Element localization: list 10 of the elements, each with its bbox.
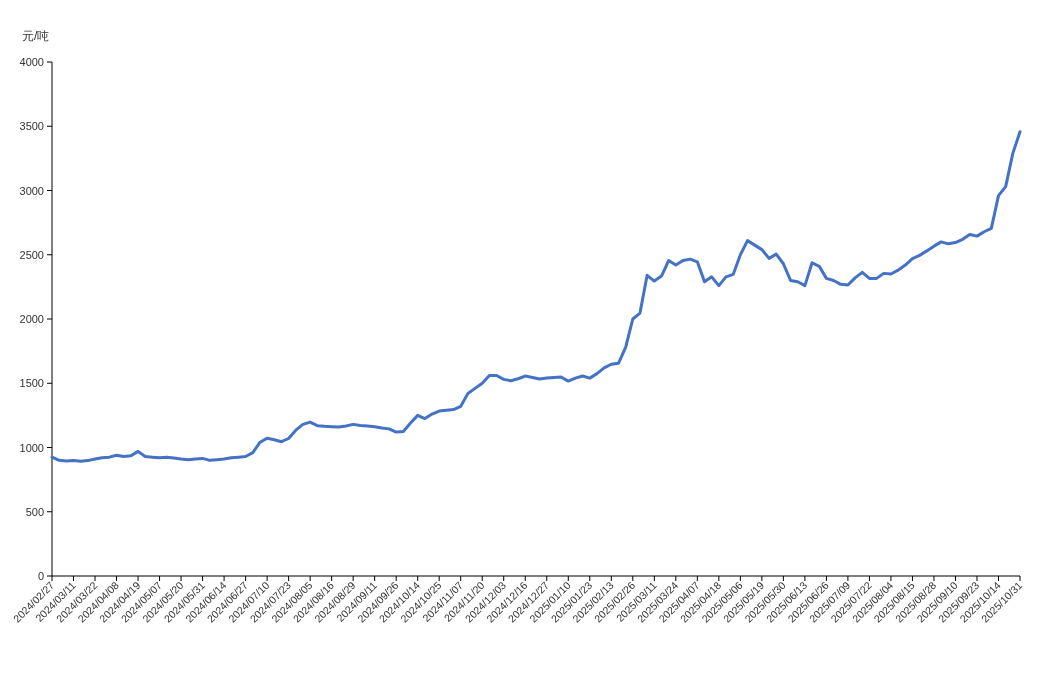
y-tick-label: 1500 [19,377,44,390]
y-tick-label: 3000 [19,184,44,197]
y-tick-label: 2500 [19,248,44,261]
y-tick-label: 4000 [19,56,44,68]
y-tick-label: 0 [37,570,44,582]
y-tick-label: 500 [25,505,44,518]
y-tick-label: 1000 [19,441,44,454]
y-tick-label: 3500 [19,120,44,133]
y-axis-title: 元/吨 [22,29,50,43]
y-tick-label: 2000 [19,313,44,325]
